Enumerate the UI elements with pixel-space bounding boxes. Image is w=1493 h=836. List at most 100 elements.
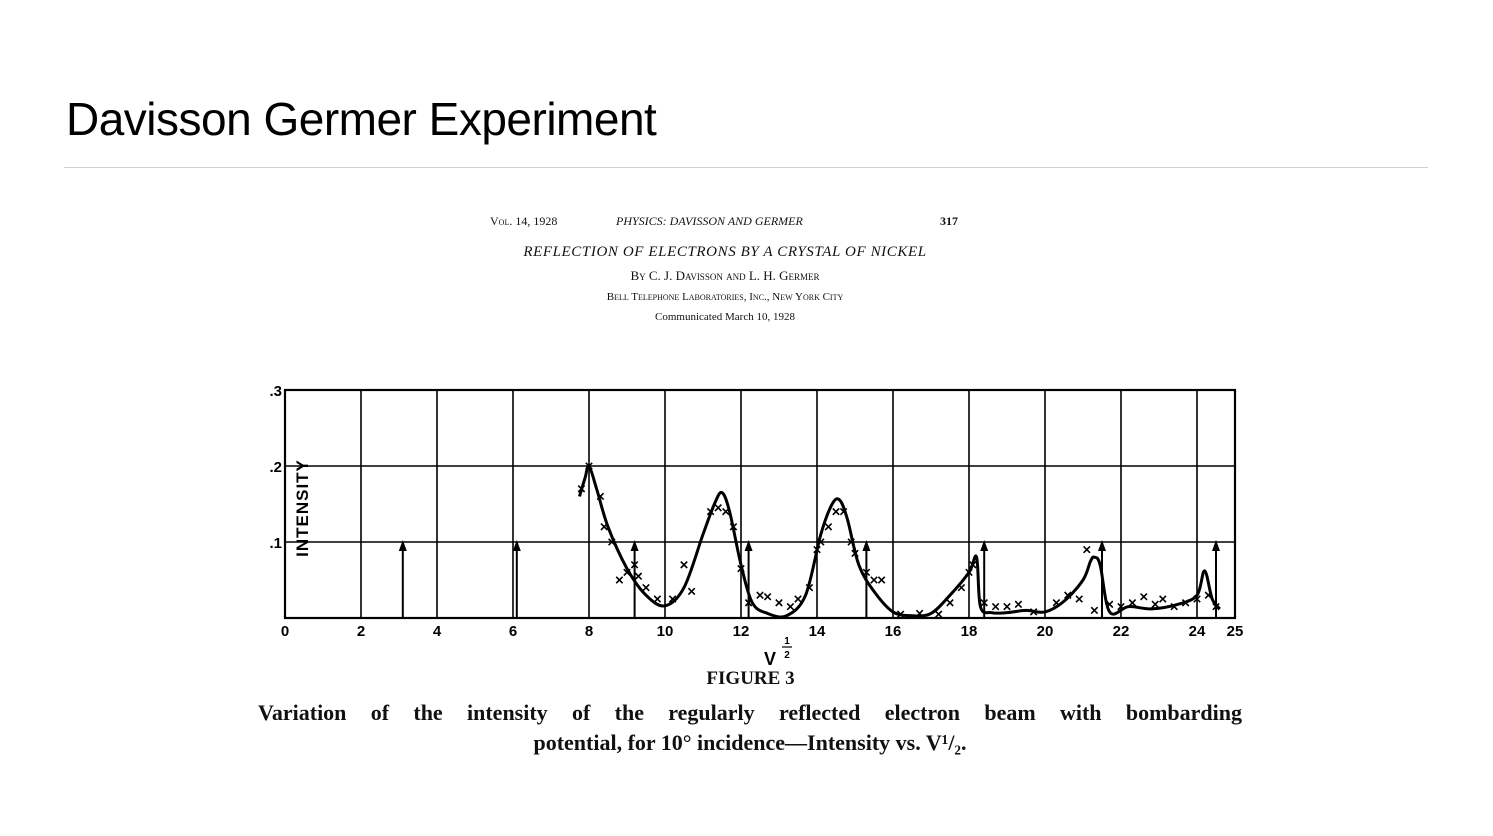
x-axis-label: V 1 2 [764,636,792,669]
peak-arrow [398,540,407,618]
data-marker [600,523,608,531]
chart-tick-labels: 0 2 4 6 8 10 12 14 16 18 20 22 24 25.1.2.3 [269,383,1243,640]
data-marker [957,583,966,592]
data-marker [687,587,696,596]
data-marker [1075,595,1083,603]
title-divider [64,167,1428,168]
x-tick-label: 14 [809,623,826,640]
data-marker [1159,595,1167,603]
data-marker [714,504,722,512]
paper-communicated: Communicated March 10, 1928 [655,311,795,323]
y-axis-label: INTENSITY [293,459,312,557]
data-marker [608,538,616,546]
x-tick-label: 4 [433,623,442,640]
x-tick-label: 20 [1037,623,1054,640]
data-marker [805,583,814,592]
peak-arrow-head [980,540,989,551]
peak-arrow [980,540,989,618]
chart-markers [577,462,1220,618]
data-marker [623,568,631,577]
data-marker [817,538,825,546]
paper-affiliation: Bell Telephone Laboratories, Inc., New Y… [606,291,844,303]
slide-title: Davisson Germer Experiment [66,93,657,145]
data-marker [851,549,859,558]
x-tick-label: 12 [733,623,750,640]
data-marker [877,576,886,584]
peak-arrow-head [1212,540,1220,551]
data-marker [794,595,802,603]
data-marker [870,576,878,584]
data-marker [946,599,954,607]
peak-arrow-head [512,540,521,551]
running-head: Vol. 14, 1928 PHYSICS: DAVISSON AND GERM… [490,214,960,232]
figure-caption: Variation of the intensity of the regula… [258,698,1242,758]
data-marker [630,561,639,569]
paper-journal: PHYSICS: DAVISSON AND GERMER [616,214,803,228]
data-marker [839,507,848,516]
peak-arrow-head [862,540,871,551]
x-tick-label: 22 [1113,623,1130,640]
data-marker [680,561,688,569]
data-marker [729,523,738,531]
data-marker [706,507,715,516]
data-marker [596,492,605,501]
data-marker [1212,602,1220,611]
data-marker [763,592,772,601]
data-marker [1014,600,1023,609]
data-marker [1170,602,1178,611]
paper-header: Vol. 14, 1928 PHYSICS: DAVISSON AND GERM… [490,214,960,323]
peak-arrow-head [398,540,407,551]
chart-curve [578,464,1221,619]
data-marker [813,545,821,554]
peak-arrow-head [744,540,753,551]
data-marker [1128,599,1137,607]
data-marker [1003,602,1011,611]
data-marker [775,599,783,607]
x-tick-label: 25 [1227,623,1244,640]
x-tick-label: 6 [509,623,517,640]
x-tick-label: 2 [357,623,365,640]
y-tick-label: .3 [269,383,282,400]
peak-arrow [744,540,753,618]
paper-title: REFLECTION OF ELECTRONS BY A CRYSTAL OF … [523,244,927,260]
data-marker [969,561,977,569]
chart-grid [283,388,1237,620]
svg-text:1: 1 [784,636,790,647]
data-marker [847,538,855,546]
data-marker [896,610,905,618]
data-marker [585,462,593,470]
data-marker [1193,595,1201,603]
x-tick-label: 16 [885,623,902,640]
y-tick-label: .1 [269,535,282,552]
data-marker [634,572,643,580]
data-marker [934,610,943,618]
data-marker [824,523,833,531]
caption-line-2: potential, for 10° incidence—Intensity v… [533,730,967,755]
data-marker [786,602,795,611]
plot-frame [283,388,1237,620]
figure-label: FIGURE 3 [706,668,795,689]
data-marker [642,583,650,592]
peak-arrow-head [1098,540,1106,551]
data-marker [668,595,677,603]
paper-authors: By C. J. Davisson and L. H. Germer [630,268,820,283]
peak-arrow-head [630,540,639,551]
data-marker [653,595,662,603]
data-marker [1117,602,1125,611]
x-tick-label: 24 [1189,623,1206,640]
data-marker [1151,600,1159,609]
data-marker [1083,545,1091,554]
x-tick-label: 8 [585,623,593,640]
data-marker [862,568,871,577]
paper-page-number: 317 [940,214,958,228]
peak-arrow [512,540,521,618]
data-marker [615,576,624,584]
data-marker [722,507,730,516]
x-tick-label: 18 [961,623,978,640]
data-marker [991,602,1000,611]
data-marker [980,599,988,607]
data-marker [1181,599,1190,607]
data-marker [1204,591,1213,599]
x-tick-label: 0 [281,623,289,640]
